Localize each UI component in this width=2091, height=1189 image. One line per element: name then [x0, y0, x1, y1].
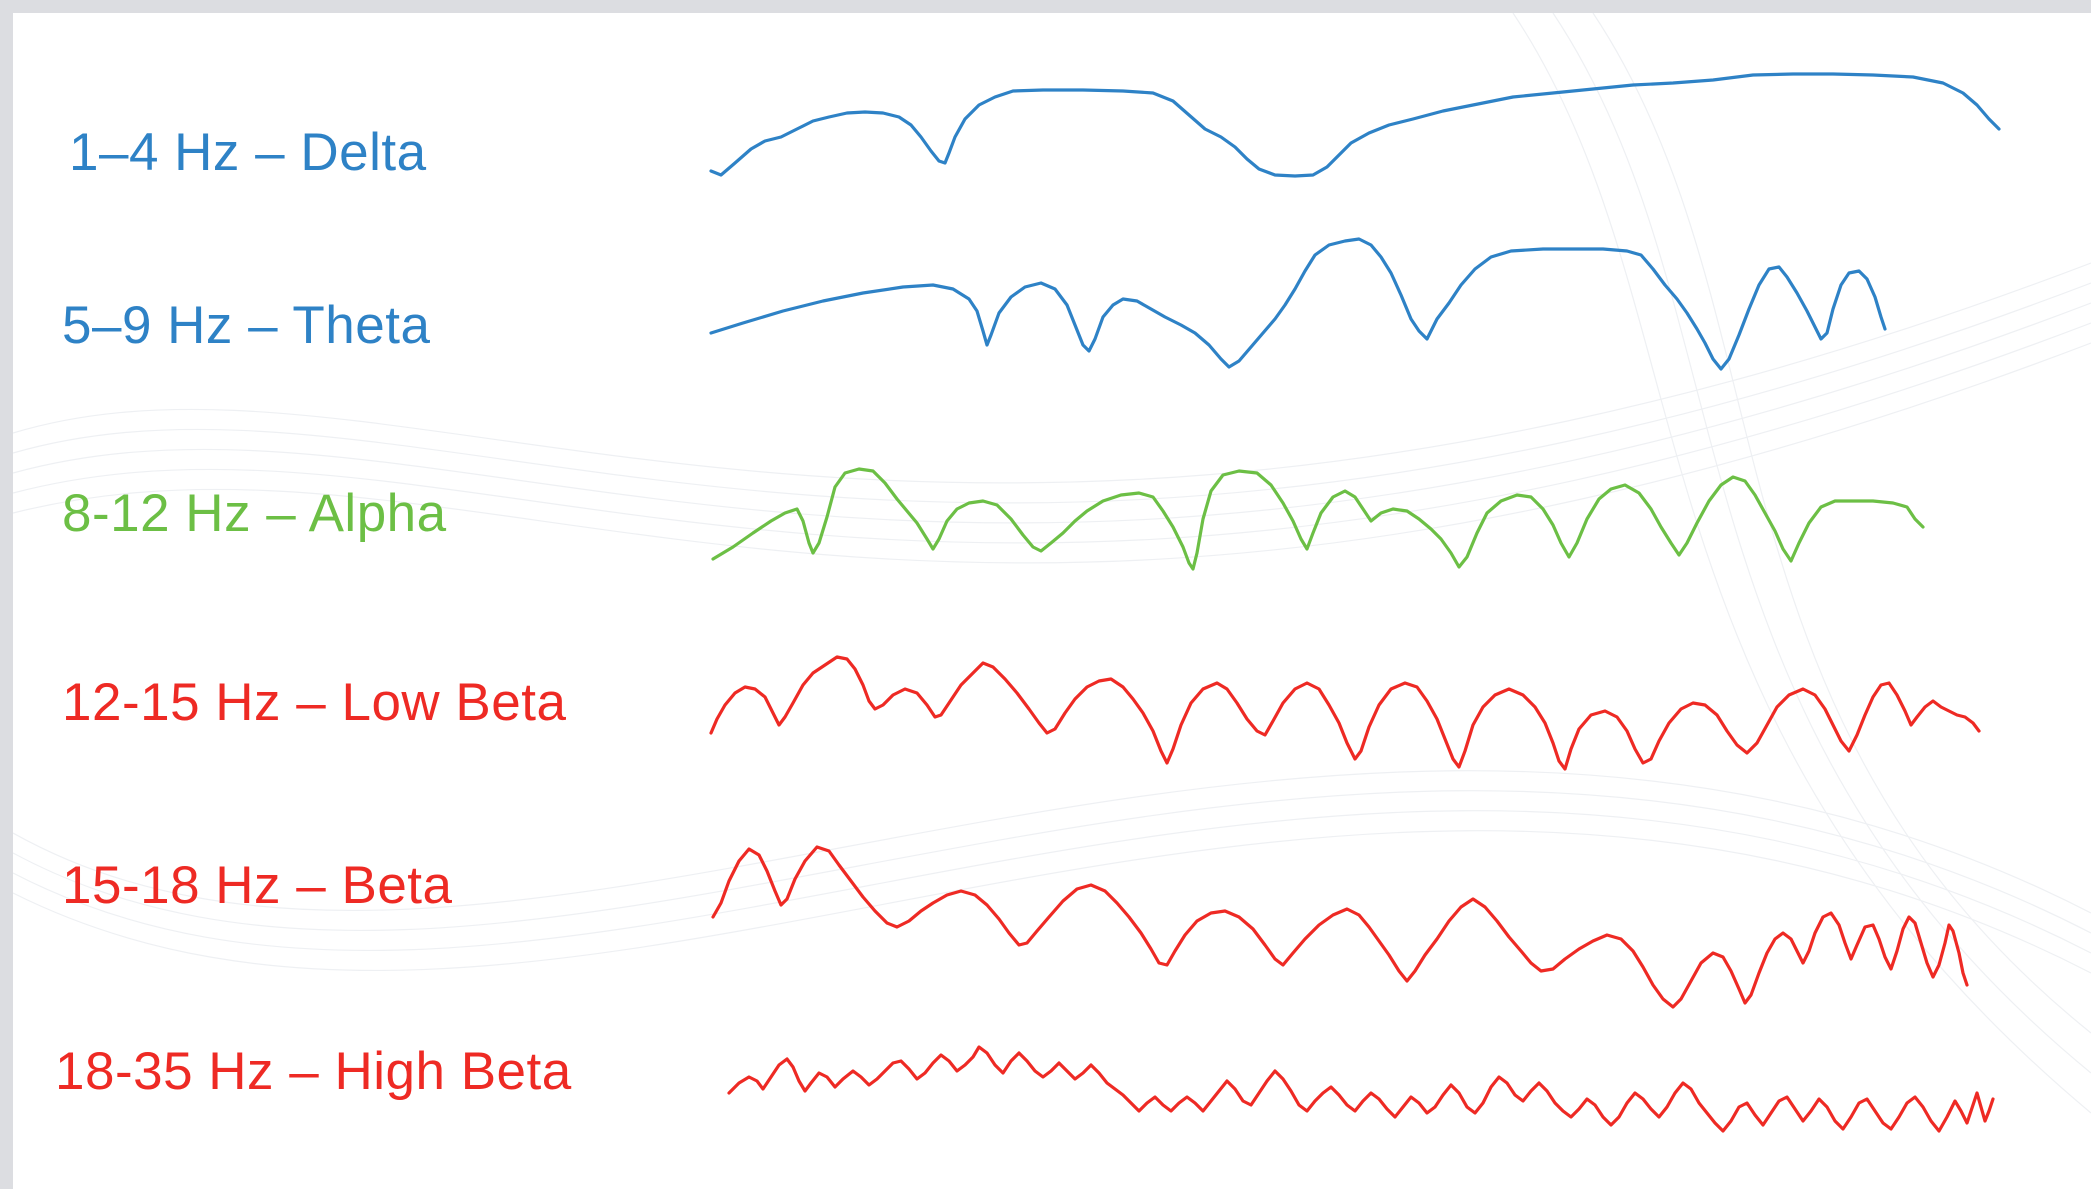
band-label-text: 12-15 Hz – Low Beta [62, 673, 567, 732]
band-label-text: 1–4 Hz – Delta [69, 123, 427, 182]
alpha-waveform [711, 467, 1925, 571]
delta-waveform [709, 72, 2001, 178]
band-label-high-beta: 18-35 Hz – High Beta [55, 1045, 572, 1098]
beta-waveform [711, 845, 1969, 1009]
band-label-text: 18-35 Hz – High Beta [55, 1042, 572, 1101]
band-label-delta: 1–4 Hz – Delta [69, 126, 427, 179]
waveforms [709, 72, 2001, 1133]
band-label-text: 5–9 Hz – Theta [62, 296, 431, 355]
theta-waveform [709, 237, 1887, 371]
brainwave-diagram: 1–4 Hz – Delta 5–9 Hz – Theta 8-12 Hz – … [13, 13, 2091, 1189]
band-label-low-beta: 12-15 Hz – Low Beta [62, 676, 566, 729]
high-beta-waveform [727, 1045, 1995, 1133]
band-label-theta: 5–9 Hz – Theta [62, 299, 430, 352]
background-mesh [13, 13, 2091, 1114]
low-beta-waveform [709, 655, 1981, 771]
band-label-text: 8-12 Hz – Alpha [62, 484, 447, 543]
band-label-text: 15-18 Hz – Beta [62, 856, 453, 915]
band-label-alpha: 8-12 Hz – Alpha [62, 487, 447, 540]
band-label-beta: 15-18 Hz – Beta [62, 859, 453, 912]
